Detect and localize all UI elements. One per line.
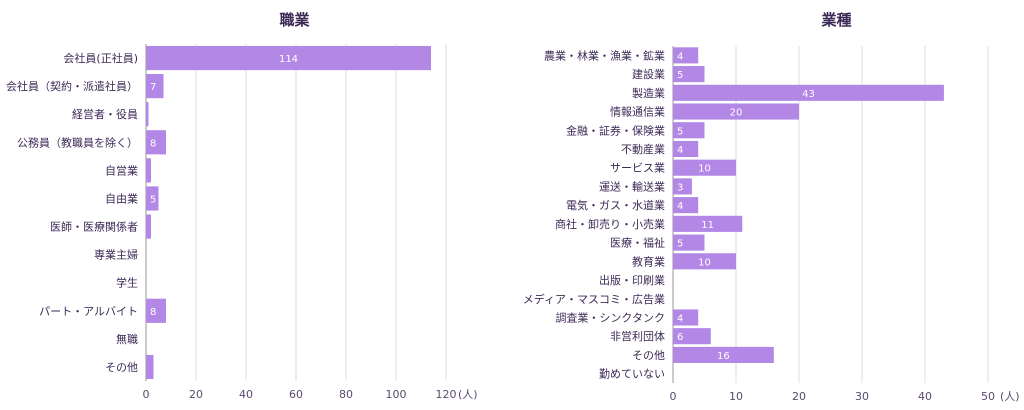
x-unit-label: (人) <box>458 388 478 401</box>
x-tick-label: 0 <box>670 390 677 403</box>
bar <box>146 186 159 211</box>
x-tick-label: 120 <box>436 388 457 401</box>
bar-value-label: 114 <box>279 54 298 65</box>
bar <box>673 178 692 195</box>
x-tick-label: 50 <box>981 390 995 403</box>
bar <box>673 122 705 139</box>
bar <box>673 346 774 363</box>
x-unit-label: (人) <box>1000 390 1020 403</box>
category-label: その他 <box>105 361 138 374</box>
bar <box>146 74 164 99</box>
occupation-chart: 職業 0 20 40 60 80 100 120 (人) 会社員(正社員) 114 会社員（契約・派… <box>6 11 478 401</box>
category-label: 経営者・役員 <box>72 107 138 121</box>
category-label: 医師・医療関係者 <box>50 220 138 234</box>
category-label: 会社員（契約・派遣社員） <box>6 79 138 93</box>
bar <box>673 159 736 176</box>
bar-value-label: 8 <box>150 138 156 149</box>
bar <box>673 197 699 214</box>
bar <box>673 234 705 251</box>
bar <box>673 215 743 232</box>
bar <box>673 328 711 345</box>
bar-value-label: 4 <box>677 51 683 62</box>
bar <box>673 253 736 270</box>
category-label: 非営利団体 <box>610 329 665 343</box>
bar <box>146 45 431 71</box>
bar-value-label: 4 <box>677 145 683 156</box>
x-tick-label: 20 <box>189 388 203 401</box>
category-label: 建設業 <box>632 67 665 81</box>
bar <box>146 158 151 183</box>
category-label: 教育業 <box>632 254 665 268</box>
bar <box>146 298 166 323</box>
bar-value-label: 16 <box>717 351 730 362</box>
bar <box>673 140 699 158</box>
category-label: 専業主婦 <box>94 248 138 262</box>
x-tick-label: 0 <box>143 388 150 401</box>
category-label: 会社員(正社員) <box>63 51 138 65</box>
bar <box>673 309 699 326</box>
x-tick-label: 10 <box>729 390 743 403</box>
occupation-chart-svg: 0 20 40 60 80 100 120 (人) 会社員(正社員) 114 会社員（契約・派遣社員… <box>6 44 478 401</box>
bar-value-label: 4 <box>677 201 683 212</box>
industry-chart: 業種 0 10 20 30 40 50 (人) 農業・林業・漁業・鉱業 4 建設業 5 製造業 43 情報… <box>512 0 1024 410</box>
bar <box>673 103 799 120</box>
x-tick-label: 40 <box>918 390 932 403</box>
bar-value-label: 5 <box>150 194 156 205</box>
category-label: 自営業 <box>105 163 138 177</box>
bar-value-label: 5 <box>677 126 683 137</box>
category-label: 農業・林業・漁業・鉱業 <box>544 48 665 62</box>
bar-value-label: 10 <box>698 164 711 175</box>
category-label: パート・アルバイト <box>39 305 138 318</box>
category-label: 製造業 <box>632 86 665 100</box>
category-label: 金融・証券・保険業 <box>566 123 665 137</box>
category-label: 電気・ガス・水道業 <box>566 198 665 212</box>
bar-value-label: 5 <box>677 239 683 250</box>
bar <box>146 102 149 127</box>
category-label: 情報通信業 <box>610 106 665 119</box>
bar-value-label: 20 <box>730 108 743 119</box>
bar-value-label: 7 <box>150 82 156 93</box>
category-label: 学生 <box>116 276 138 290</box>
x-tick-label: 100 <box>386 388 407 401</box>
bar <box>146 354 154 380</box>
x-tick-label: 40 <box>239 388 253 401</box>
category-label: 医療・福祉 <box>610 236 665 250</box>
category-label: 調査業・シンクタンク <box>555 310 665 324</box>
x-tick-label: 80 <box>339 388 353 401</box>
category-label: その他 <box>632 349 665 362</box>
bar-value-label: 5 <box>677 70 683 81</box>
bar-value-label: 8 <box>150 307 156 318</box>
bar <box>146 214 151 239</box>
category-label: 勤めていない <box>599 368 665 381</box>
x-tick-label: 20 <box>792 390 806 403</box>
bar-value-label: 10 <box>698 257 711 268</box>
bar <box>673 66 705 83</box>
bar <box>146 130 166 155</box>
x-tick-label: 60 <box>289 388 303 401</box>
x-tick-label: 30 <box>855 390 869 403</box>
category-label: 無職 <box>116 332 138 346</box>
category-label: 自由業 <box>105 191 138 205</box>
category-label: メディア・マスコミ・広告業 <box>523 292 665 306</box>
category-label: サービス業 <box>610 162 665 175</box>
chart-title: 業種 <box>821 11 852 29</box>
chart-title: 職業 <box>279 11 310 29</box>
bar-value-label: 3 <box>677 182 683 193</box>
bar-value-label: 11 <box>701 220 714 231</box>
category-label: 運送・輸送業 <box>599 179 665 193</box>
bar <box>673 84 944 101</box>
bar-value-label: 43 <box>802 89 815 100</box>
category-label: 不動産業 <box>621 142 665 156</box>
category-label: 出版・印刷業 <box>599 273 665 287</box>
bar-value-label: 4 <box>677 313 683 324</box>
category-label: 公務員（教職員を除く） <box>17 135 138 149</box>
category-label: 商社・卸売り・小売業 <box>555 217 665 231</box>
bar <box>673 47 699 64</box>
bar-value-label: 6 <box>677 332 683 343</box>
